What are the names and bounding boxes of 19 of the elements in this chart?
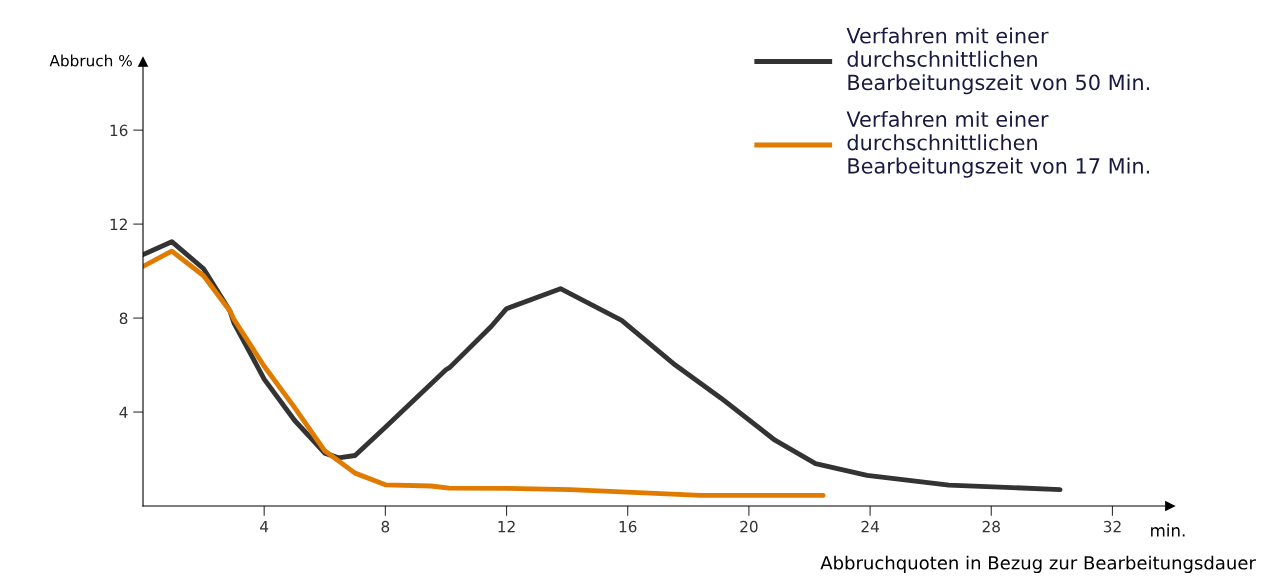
legend-label: Verfahren mit einer durchschnittlichen Bearbeitungszeit von 50 Min. bbox=[846, 27, 1149, 95]
x-tick-label: 12 bbox=[498, 520, 515, 533]
x-tick-label: 16 bbox=[619, 520, 637, 533]
x-tick-label: 8 bbox=[381, 520, 390, 533]
y-tick-label: 12 bbox=[110, 218, 127, 230]
x-tick-label: 32 bbox=[1103, 520, 1121, 533]
line-series bbox=[143, 239, 1063, 492]
x-tick-label: 20 bbox=[740, 520, 758, 533]
text: Abbruchquoten in Bezug zur Bearbeitungsdauer bbox=[820, 555, 1256, 574]
x-tick-label: 4 bbox=[260, 521, 269, 533]
line-series bbox=[143, 248, 826, 498]
y-axis-title: Abbruch % bbox=[49, 54, 132, 67]
y-tick-label: 4 bbox=[119, 406, 128, 418]
x-tick-label: 24 bbox=[861, 520, 879, 533]
x-tick-label: 28 bbox=[982, 520, 1000, 533]
y-tick-label: 16 bbox=[110, 124, 128, 137]
x-axis-title: min. bbox=[1151, 523, 1185, 537]
legend-label: Verfahren mit einer durchschnittlichen Bearbeitungszeit von 17 Min. bbox=[846, 110, 1149, 178]
y-tick-label: 8 bbox=[119, 312, 128, 325]
